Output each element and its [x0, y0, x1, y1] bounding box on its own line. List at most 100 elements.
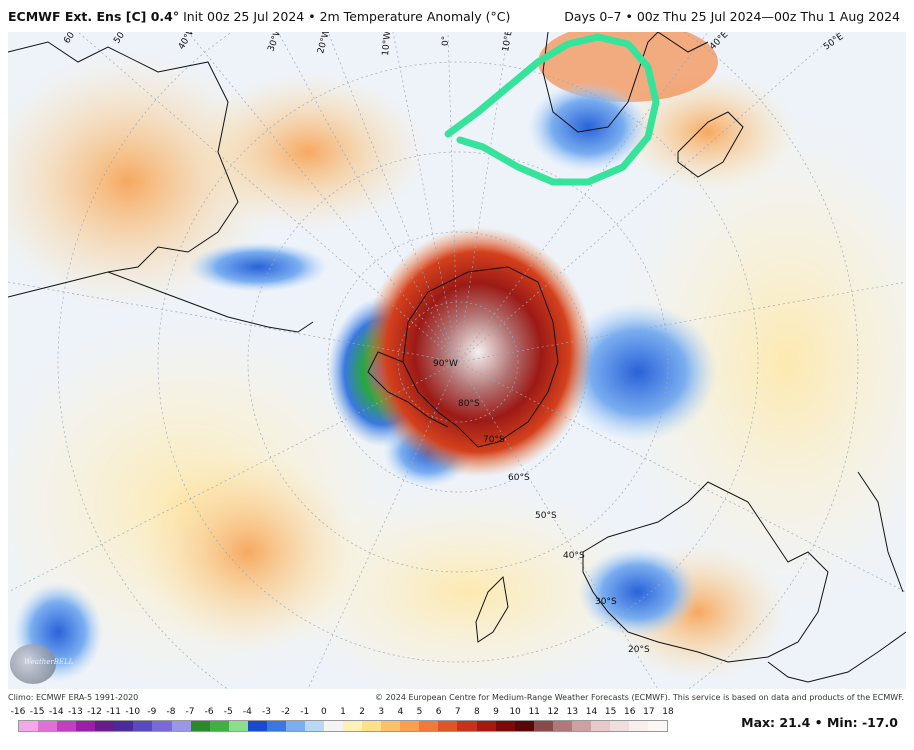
anomaly-cool-australia-west [578, 547, 698, 637]
colorbar-tick: 16 [624, 707, 636, 717]
colorbar-segment [285, 721, 305, 731]
colorbar-tick: 0 [321, 707, 327, 717]
lat-label: 70°S [483, 435, 505, 445]
colorbar-tick: -11 [106, 707, 121, 717]
colorbar-tick: 12 [547, 707, 560, 717]
max-label: Max: [741, 715, 776, 730]
colorbar-segment [171, 721, 191, 731]
coast-east-africa [657, 32, 709, 53]
anomaly-map[interactable]: 60°W 50°W 40°W 30°W 20°W 10°W 0° 10°E 40… [8, 32, 906, 689]
logo-text: WeatherBELL [24, 658, 74, 666]
colorbar-tick: -7 [185, 707, 195, 717]
colorbar-segment [266, 721, 286, 731]
anomaly-warm-southwest [138, 452, 358, 652]
colorbar-tick: 7 [454, 707, 461, 717]
anomaly-cool-indian-ocean [558, 302, 718, 442]
colorbar-segment [324, 721, 344, 731]
valid-range: Days 0–7 • 00z Thu 25 Jul 2024—00z Thu 1… [564, 9, 900, 24]
colorbar-segment [476, 721, 496, 731]
colorbar-tick: -3 [262, 707, 272, 717]
colorbar-segment [95, 721, 115, 731]
colorbar-segment [114, 721, 134, 731]
colorbar-segment [590, 721, 610, 731]
colorbar-tick: -5 [223, 707, 233, 717]
latitude-circles [57, 32, 859, 689]
lon-label-90w: 90°W [433, 359, 458, 369]
colorbar-tick: -2 [281, 707, 291, 717]
colorbar-tick: -10 [125, 707, 141, 717]
colorbar-tick: -8 [166, 707, 176, 717]
stat-separator: • [814, 715, 823, 730]
colorbar-segment [38, 721, 58, 731]
coast-antarctic-peninsula [367, 351, 449, 428]
colorbar-segment [152, 721, 172, 731]
lon-label: 10°E [501, 32, 515, 53]
coast-madagascar [677, 111, 744, 178]
max-min-summary: Max: 21.4 • Min: -17.0 [741, 715, 898, 730]
colorbar-tick: -12 [87, 707, 102, 717]
colorbar-segment [495, 721, 515, 731]
colorbar-segment [629, 721, 649, 731]
colorbar-segment [533, 721, 553, 731]
anomaly-warm-north [188, 72, 428, 232]
lat-label: 80°S [458, 399, 480, 409]
colorbar-segment [609, 721, 629, 731]
colorbar-tick: 1 [340, 707, 346, 717]
colorbar-tick: 2 [359, 707, 365, 717]
colorbar-tick: 18 [662, 707, 674, 717]
colorbar-segment [57, 721, 77, 731]
max-value: 21.4 [779, 715, 811, 730]
coast-antarctica [402, 266, 559, 448]
colorbar-tick: 14 [585, 707, 598, 717]
init-time: Init 00z 25 Jul 2024 [183, 9, 305, 24]
colorbar-tick: 13 [566, 707, 579, 717]
coastlines [8, 32, 906, 683]
colorbar-segment [76, 721, 96, 731]
colorbar-segment [362, 721, 382, 731]
model-name: ECMWF Ext. Ens [C] 0.4° [8, 9, 180, 24]
colorbar-segment [400, 721, 420, 731]
colorbar-tick: 3 [378, 707, 385, 717]
map-title: ECMWF Ext. Ens [C] 0.4° Init 00z 25 Jul … [8, 9, 510, 24]
colorbar: -16 -15 -14 -13 -12 -11 -10 -9 -8 -7 -6 -5 -4 -3 -2 -1 0… [11, 707, 674, 737]
colorbar-tick: 9 [493, 707, 499, 717]
colorbar-tick: 5 [416, 707, 423, 717]
lon-label: 0° [441, 36, 451, 46]
colorbar-segment [381, 721, 401, 731]
colorbar-segment [419, 721, 439, 731]
climo-note: Climo: ECMWF ERA-5 1991-2020 [8, 693, 139, 702]
min-label: Min: [826, 715, 858, 730]
anomaly-pale-south [268, 482, 668, 689]
anomaly-pale-east [608, 112, 906, 612]
coast-south-america [8, 41, 239, 298]
colorbar-segment [228, 721, 248, 731]
lat-label: 40°S [563, 551, 585, 561]
colorbar-tick: 15 [604, 707, 617, 717]
lat-label: 50°S [535, 511, 557, 521]
colorbar-tick: -1 [300, 707, 310, 717]
coast-maritime-continent [857, 471, 904, 593]
colorbar-tick: -9 [147, 707, 157, 717]
anomaly-cool-drake [188, 242, 328, 292]
colorbar-segment [343, 721, 363, 731]
colorbar-tick: -15 [29, 707, 45, 717]
colorbar-segment [209, 721, 229, 731]
colorbar-segment [247, 721, 267, 731]
colorbar-segment [514, 721, 534, 731]
coast-indonesia [767, 631, 906, 683]
colorbar-tick: -16 [10, 707, 26, 717]
colorbar-segment [190, 721, 210, 731]
colorbar-segment [571, 721, 591, 731]
colorbar-tick: 4 [397, 707, 404, 717]
annotation-loop [444, 33, 660, 186]
colorbar-segment [648, 721, 668, 731]
colorbar-tick: -14 [48, 707, 64, 717]
coast-new-zealand [475, 575, 509, 643]
latitude-labels: 90°W 80°S 70°S 60°S 50°S 40°S 30°S 20°S [433, 359, 650, 655]
colorbar-segment [552, 721, 572, 731]
header-bar: ECMWF Ext. Ens [C] 0.4° Init 00z 25 Jul … [0, 0, 914, 30]
anomaly-warm-madagascar [618, 72, 798, 192]
lat-label: 20°S [628, 645, 650, 655]
colorbar-tick: 6 [435, 707, 442, 717]
lat-label: 30°S [595, 597, 617, 607]
